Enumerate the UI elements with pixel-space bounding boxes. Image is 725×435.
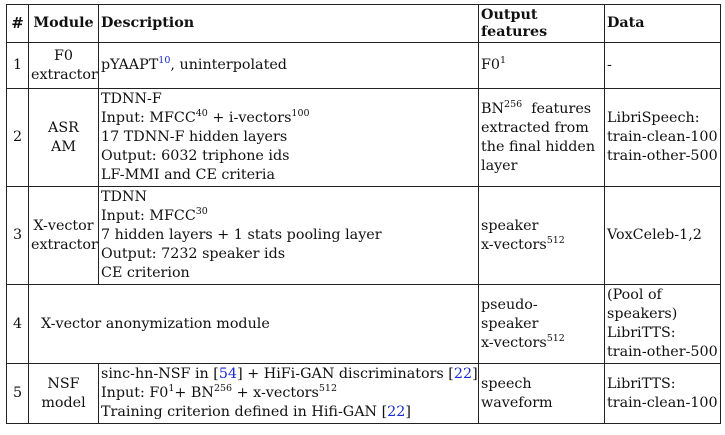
output-line: the final hidden [481, 138, 596, 155]
module-line: extractor [31, 66, 98, 83]
output-line: x-vectors512 [481, 234, 565, 253]
row-module: X-vector extractor [28, 186, 99, 285]
desc-line: sinc-hn-NSF in [54] + HiFi-GAN discrimin… [101, 366, 478, 382]
module-line: X-vector [33, 217, 94, 234]
row-num: 3 [6, 186, 29, 285]
row-output: pseudo- speaker x-vectors512 [478, 284, 605, 364]
output-line: speaker [481, 217, 539, 234]
desc-line: Input: MFCC30 [101, 206, 208, 224]
row-num: 5 [6, 363, 29, 424]
row-module-description: X-vector anonymization module [28, 284, 479, 364]
row-data: VoxCeleb-1,2 [604, 186, 721, 285]
desc-line: Output: 6032 triphone ids [101, 148, 290, 164]
output-text: F0 [481, 57, 501, 73]
citation-link[interactable]: 22 [387, 404, 406, 420]
row-description: sinc-hn-NSF in [54] + HiFi-GAN discrimin… [98, 363, 479, 424]
desc-line: Training criterion defined in Hifi-GAN [… [101, 404, 411, 420]
header-output: Output features [478, 4, 605, 43]
desc-line: Input: MFCC40 + i-vectors100 [101, 108, 310, 126]
desc-text: , uninterpolated [170, 57, 287, 73]
row-data: (Pool of speakers) LibriTTS: train-other… [604, 284, 721, 364]
data-line: train-clean-100 [607, 394, 718, 411]
row-module: ASR AM [28, 88, 99, 187]
row-description: TDNN-F Input: MFCC40 + i-vectors100 17 T… [98, 88, 479, 187]
header-module: Module [28, 4, 99, 43]
output-line: pseudo- [481, 296, 538, 313]
table-row: 5 NSF model sinc-hn-NSF in [54] + HiFi-G… [6, 363, 721, 424]
desc-text: pYAAPT [101, 57, 159, 73]
module-line: F0 [53, 47, 74, 64]
citation-link[interactable]: 22 [453, 366, 473, 382]
row-output: speech waveform [478, 363, 605, 424]
header-data: Data [604, 4, 721, 43]
output-line: speaker [481, 315, 539, 332]
output-line: BN256 features [481, 98, 592, 117]
row-data: LibriTTS: train-clean-100 [604, 363, 721, 424]
output-line: layer [481, 157, 518, 174]
row-num: 4 [6, 284, 29, 364]
row-data: LibriSpeech: train-clean-100 train-other… [604, 88, 721, 187]
row-module: NSF model [28, 363, 99, 424]
row-output: BN256 features extracted from the final … [478, 88, 605, 187]
header-output-line1: Output [481, 6, 538, 23]
citation-link[interactable]: 10 [158, 55, 171, 67]
row-description: TDNN Input: MFCC30 7 hidden layers + 1 s… [98, 186, 479, 285]
data-line: LibriSpeech: [607, 110, 700, 126]
table-row: 4 X-vector anonymization module pseudo- … [6, 284, 721, 364]
row-module: F0 extractor [28, 42, 99, 89]
table-container: # Module Description Output features Dat… [6, 4, 721, 424]
module-line: ASR [48, 119, 79, 136]
citation-link[interactable]: 54 [218, 366, 238, 382]
header-num: # [6, 4, 29, 43]
row-output: speaker x-vectors512 [478, 186, 605, 285]
header-description: Description [98, 4, 479, 43]
data-line: (Pool of [607, 287, 662, 303]
module-line: NSF [47, 375, 80, 392]
desc-line: LF-MMI and CE criteria [101, 167, 275, 183]
table-header-row: # Module Description Output features Dat… [6, 4, 721, 43]
row-data: - [604, 42, 721, 89]
data-line: LibriTTS: [607, 375, 676, 392]
desc-line: Output: 7232 speaker ids [101, 246, 286, 262]
desc-line: TDNN-F [101, 91, 162, 107]
desc-line: 7 hidden layers + 1 stats pooling layer [101, 227, 382, 243]
desc-line: TDNN [101, 189, 148, 205]
module-line: model [41, 394, 86, 411]
table-row: 2 ASR AM TDNN-F Input: MFCC40 + i-vector… [6, 88, 721, 187]
desc-line: Input: F01+ BN256 + x-vectors512 [101, 383, 337, 401]
data-line: train-other-500 [607, 344, 718, 360]
data-line: train-other-500 [607, 148, 718, 164]
output-line: extracted from [481, 119, 589, 136]
desc-line: CE criterion [101, 265, 190, 281]
system-components-table: # Module Description Output features Dat… [6, 4, 721, 424]
desc-line: 17 TDNN-F hidden layers [101, 129, 288, 145]
row-num: 2 [6, 88, 29, 187]
row-description: pYAAPT10, uninterpolated [98, 42, 479, 89]
row-num: 1 [6, 42, 29, 89]
output-sup: 1 [500, 55, 507, 67]
data-line: LibriTTS: [607, 325, 676, 341]
table-row: 1 F0 extractor pYAAPT10, uninterpolated … [6, 42, 721, 89]
module-line: extractor [31, 236, 98, 253]
data-line: speakers) [607, 306, 678, 322]
row-output: F01 [478, 42, 605, 89]
table-row: 3 X-vector extractor TDNN Input: MFCC30 … [6, 186, 721, 285]
data-line: train-clean-100 [607, 129, 718, 145]
module-line: AM [51, 138, 76, 155]
output-line: x-vectors512 [481, 332, 565, 351]
header-output-line2: features [481, 23, 548, 40]
